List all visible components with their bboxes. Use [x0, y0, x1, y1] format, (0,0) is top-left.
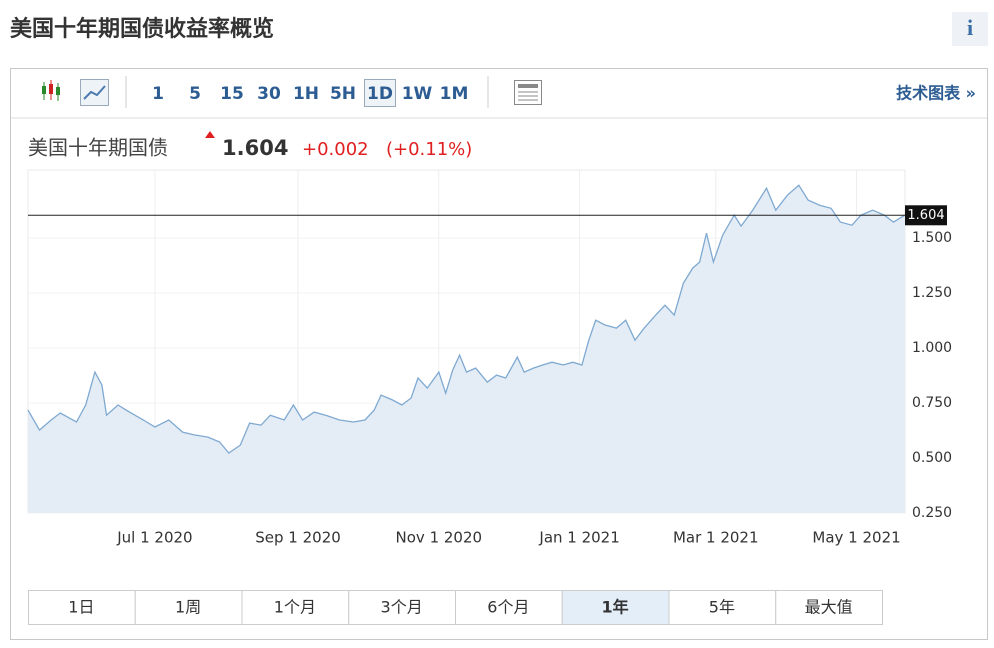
range-label[interactable]: 最大值: [805, 598, 853, 617]
quote-price: 1.604: [222, 136, 288, 160]
y-tick-label: 1.000: [912, 340, 952, 356]
y-tick-label: 0.750: [912, 395, 952, 411]
range-button[interactable]: [455, 590, 563, 625]
range-button[interactable]: [28, 590, 136, 625]
range-label[interactable]: 3个月: [381, 598, 423, 617]
up-arrow: [205, 131, 215, 138]
info-icon[interactable]: i: [967, 15, 973, 40]
x-tick-label: Jul 1 2020: [116, 529, 192, 547]
page-title: 美国十年期国债收益率概览: [10, 16, 274, 42]
range-label[interactable]: 6个月: [487, 598, 529, 617]
interval-button[interactable]: 1D: [367, 84, 393, 104]
chart: Jul 1 2020 Sep 1 2020 Nov 1 2020 Jan 1 2021…: [27, 169, 952, 547]
x-tick-label: Nov 1 2020: [396, 529, 483, 547]
range-label[interactable]: 5年: [709, 598, 735, 617]
line-icon[interactable]: [80, 79, 109, 106]
price-tag-label: 1.604: [907, 208, 944, 223]
y-tick-label: 0.500: [912, 450, 952, 466]
interval-button[interactable]: 1M: [440, 84, 469, 104]
interval-button[interactable]: 5H: [330, 84, 356, 104]
range-label[interactable]: 1周: [175, 598, 201, 617]
x-tick-label: May 1 2021: [812, 529, 900, 547]
interval-button[interactable]: 30: [257, 84, 281, 104]
info-button[interactable]: [952, 12, 988, 46]
y-tick-label: 0.250: [912, 505, 952, 521]
interval-button[interactable]: 1W: [402, 84, 433, 104]
range-bar: 1日 1周 1个月 3个月 6个月 1年 5年 最大值: [28, 590, 883, 625]
interval-button[interactable]: 1: [152, 84, 164, 104]
interval-button[interactable]: 15: [220, 84, 244, 104]
tech-chart-link[interactable]: 技术图表 »: [896, 84, 976, 103]
x-tick-label: Sep 1 2020: [255, 529, 341, 547]
y-tick-label: 1.500: [912, 230, 952, 246]
quote-name: 美国十年期国债: [28, 136, 168, 160]
range-label[interactable]: 1年: [602, 598, 629, 617]
range-label[interactable]: 1日: [68, 598, 94, 617]
interval-button[interactable]: 5: [189, 84, 201, 104]
quote-change: +0.002: [302, 139, 369, 160]
table-icon[interactable]: [514, 80, 542, 105]
range-button[interactable]: [134, 590, 243, 625]
range-label[interactable]: 1个月: [274, 598, 316, 617]
area: [28, 185, 905, 513]
y-tick-label: 1.250: [912, 285, 952, 301]
interval-button[interactable]: 1H: [293, 84, 319, 104]
widget-frame: [10, 68, 988, 640]
x-tick-label: Mar 1 2021: [673, 529, 759, 547]
candle-icon[interactable]: [42, 80, 60, 101]
range-button[interactable]: [241, 590, 350, 625]
line: [27, 184, 906, 454]
range-button[interactable]: [775, 590, 883, 625]
range-button[interactable]: [668, 590, 777, 625]
quote-change-percent: (+0.11%): [386, 139, 472, 160]
interval-active-box[interactable]: [364, 79, 396, 107]
interval-bar: 1 5 15 30 1H 5H 1D 1W 1M: [152, 79, 469, 107]
price-tag: [905, 205, 947, 226]
x-tick-label: Jan 1 2021: [538, 529, 619, 547]
